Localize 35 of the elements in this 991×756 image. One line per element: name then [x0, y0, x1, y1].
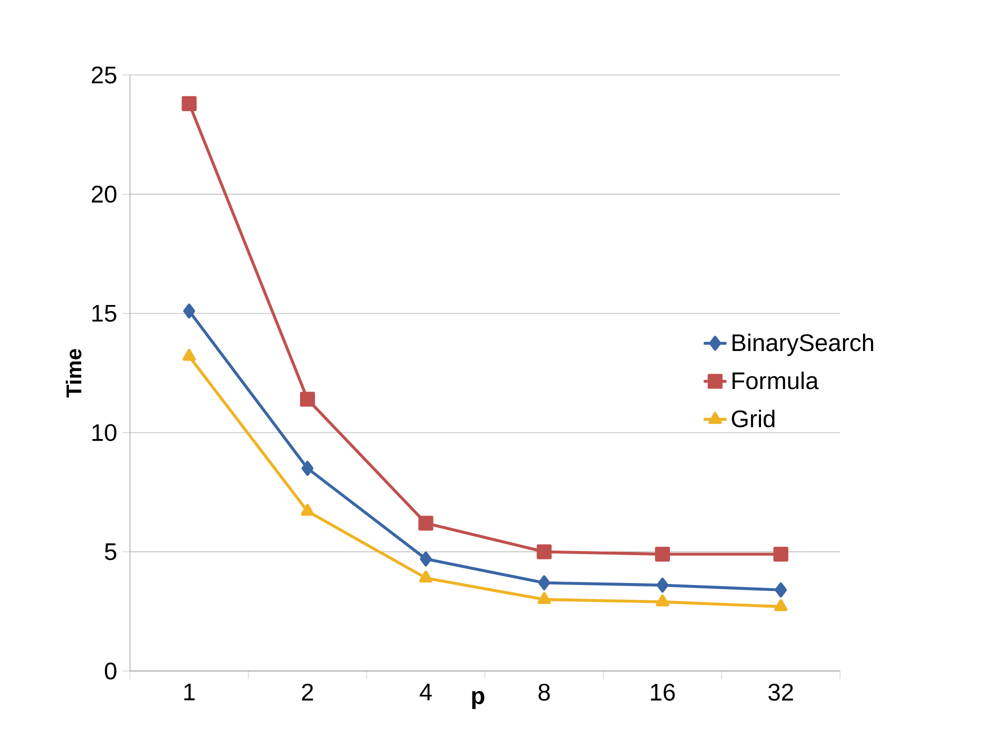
point	[418, 516, 434, 531]
point	[538, 575, 550, 590]
x-tick-label: 2	[302, 684, 313, 700]
y-tick-label: 5	[104, 543, 116, 560]
x-tick-label: 4	[420, 684, 432, 700]
point	[773, 546, 788, 562]
point	[300, 504, 314, 516]
y-tick-label: 25	[92, 66, 116, 84]
point	[182, 348, 196, 361]
point	[420, 551, 432, 566]
point	[656, 594, 670, 606]
x-tick-label: 1	[184, 684, 195, 700]
point	[302, 460, 314, 476]
point	[183, 304, 196, 318]
point	[655, 546, 670, 562]
y-tick-label: 0	[104, 662, 116, 680]
legend-label: Formula	[732, 372, 819, 390]
y-tick-label: 15	[92, 305, 116, 322]
point	[656, 578, 668, 593]
point	[774, 582, 787, 598]
x-axis-title: p	[472, 691, 484, 709]
point	[182, 96, 197, 112]
x-tick-label: 32	[768, 684, 793, 701]
point	[419, 570, 433, 582]
y-tick-label: 10	[92, 424, 116, 442]
x-tick-label: 16	[650, 684, 675, 701]
point	[300, 392, 315, 407]
y-axis-title: Time	[66, 349, 82, 398]
point	[538, 592, 551, 604]
point	[536, 544, 552, 560]
point	[774, 599, 788, 612]
x-tick-label: 8	[538, 684, 550, 701]
legend-label: BinarySearch	[732, 334, 874, 356]
y-tick-label: 20	[92, 186, 116, 203]
legend-label: Grid	[732, 410, 774, 428]
